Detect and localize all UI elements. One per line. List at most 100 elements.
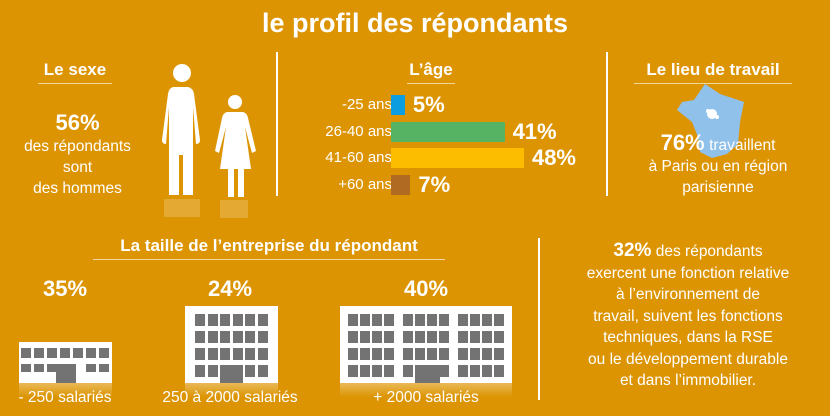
taille-label: 250 à 2000 salariés (162, 389, 298, 406)
window (207, 365, 218, 377)
sexe-heading: Le sexe (38, 60, 112, 84)
window (372, 314, 382, 326)
age-bar (391, 148, 524, 169)
window (482, 365, 492, 377)
window (360, 314, 370, 326)
window (245, 348, 255, 360)
window (360, 348, 370, 360)
reflection (19, 383, 112, 397)
window (99, 364, 109, 372)
door (220, 365, 243, 383)
window (470, 348, 480, 360)
window (34, 364, 44, 372)
window (403, 365, 413, 377)
age-bar (391, 95, 405, 115)
window (195, 365, 205, 377)
fonction-value: 32% (613, 240, 652, 261)
window (403, 348, 413, 360)
window (427, 314, 437, 326)
taille-value: 40% (403, 276, 449, 301)
taille-value: 35% (42, 276, 88, 301)
window (403, 314, 413, 326)
fonction-line6: ou le développement durable (588, 350, 788, 368)
lieu-value: 76% (660, 130, 705, 155)
age-category-label: +60 ans (338, 176, 392, 194)
window (470, 314, 480, 326)
window (220, 348, 230, 360)
window (494, 365, 504, 377)
window (34, 348, 44, 358)
window (360, 331, 370, 343)
window (207, 348, 218, 360)
taille-heading: La taille de l’entreprise du répondant (93, 236, 445, 260)
window (372, 348, 382, 360)
window (207, 314, 218, 326)
window (384, 348, 394, 360)
window (427, 331, 437, 343)
lieu-line1: travaillent (709, 137, 776, 154)
window (439, 331, 449, 343)
window (415, 348, 425, 360)
window (195, 331, 205, 343)
sexe-line3: des hommes (33, 180, 122, 197)
window (86, 364, 96, 372)
divider (538, 238, 540, 400)
window (482, 314, 492, 326)
sexe-line2: sont (62, 159, 93, 176)
page-title: le profil des répondants (261, 8, 569, 38)
window (220, 314, 230, 326)
window (99, 348, 109, 358)
window (494, 314, 504, 326)
lieu-line2: à Paris ou en région (648, 158, 788, 175)
age-value-label: 7% (418, 172, 451, 198)
door (415, 365, 440, 383)
fonction-stat: 32% des répondants exercent une fonction… (548, 240, 828, 392)
reflection (340, 383, 512, 397)
window (86, 348, 96, 358)
window (427, 348, 437, 360)
window (403, 331, 413, 343)
window (494, 331, 504, 343)
window (458, 365, 468, 377)
france-map-icon (677, 84, 744, 158)
window (482, 348, 492, 360)
window (384, 314, 394, 326)
window (470, 331, 480, 343)
window (245, 314, 255, 326)
age-category-label: -25 ans (341, 96, 392, 113)
taille-label: - 250 salariés (18, 389, 112, 406)
fonction-line1: des répondants (655, 243, 763, 260)
age-value-label: 48% (531, 145, 576, 171)
window (458, 348, 468, 360)
sexe-value: 56% (55, 110, 100, 135)
taille-label: + 2000 salariés (373, 389, 479, 406)
window (439, 365, 449, 377)
window (415, 331, 425, 343)
window (232, 331, 243, 343)
age-value-label: 5% (412, 92, 445, 117)
window (415, 314, 425, 326)
divider (276, 52, 278, 196)
window (360, 365, 370, 377)
age-category-label: 41-60 ans (325, 149, 392, 167)
age-bar (391, 175, 411, 196)
window (439, 348, 449, 360)
window (195, 314, 205, 326)
divider (606, 52, 608, 196)
window (232, 348, 243, 360)
window (348, 365, 358, 377)
lieu-stat: 76% travaillent à Paris ou en région par… (612, 130, 824, 198)
window (245, 365, 255, 377)
window (439, 314, 449, 326)
window (482, 331, 492, 343)
fonction-line5: techniques, dans la RSE (603, 329, 773, 346)
window (195, 348, 205, 360)
window (257, 314, 268, 326)
fonction-line3: à l’environnement de (616, 286, 760, 303)
window (372, 365, 382, 377)
age-category-label: 26-40 ans (325, 122, 392, 140)
reflection (185, 383, 278, 397)
fonction-line2: exercent une fonction relative (586, 264, 790, 282)
window (372, 331, 382, 343)
window (60, 348, 70, 358)
